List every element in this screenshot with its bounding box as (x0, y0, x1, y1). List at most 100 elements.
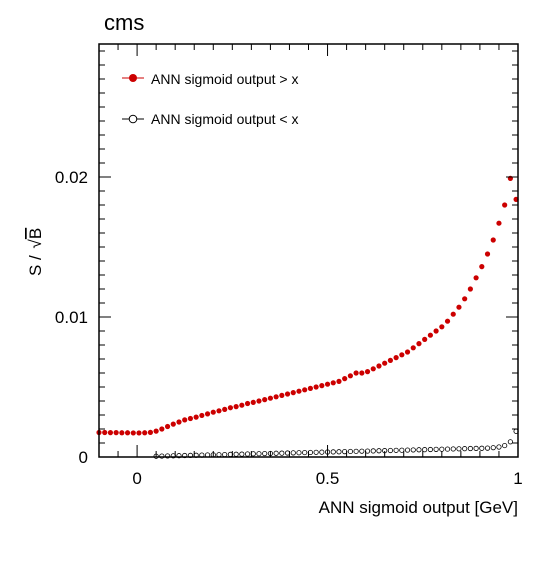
point-less (296, 450, 302, 456)
legend-marker-less (128, 114, 138, 124)
point-greater (222, 406, 228, 412)
series-greater-marks (96, 175, 519, 436)
point-greater (336, 378, 342, 384)
point-greater (182, 417, 188, 423)
point-greater (496, 220, 502, 226)
point-greater (284, 391, 291, 397)
point-greater (353, 370, 359, 376)
point-greater (462, 296, 468, 302)
point-less (273, 450, 279, 456)
x-axis-ticks: 0 0.5 1 (98, 44, 523, 488)
y-axis-label-radicand: B (26, 228, 45, 239)
legend: ANN sigmoid output > x ANN sigmoid outpu… (122, 71, 298, 127)
point-greater (136, 430, 142, 436)
point-less (467, 445, 473, 452)
point-less (370, 448, 376, 454)
point-greater (473, 275, 479, 281)
point-less (347, 448, 353, 455)
point-greater (227, 405, 234, 411)
point-greater (290, 390, 296, 396)
point-greater (319, 383, 325, 389)
x-tick-label: 0.5 (316, 469, 340, 488)
point-greater (107, 430, 114, 436)
legend-entry-greater: ANN sigmoid output > x (122, 71, 298, 87)
point-less (450, 446, 456, 452)
point-less (502, 442, 508, 449)
point-greater (273, 394, 279, 400)
point-less (302, 449, 308, 456)
point-greater (376, 363, 382, 369)
point-greater (142, 430, 148, 436)
legend-label-less: ANN sigmoid output < x (151, 111, 298, 127)
point-greater (102, 429, 108, 436)
point-less (387, 447, 393, 454)
point-greater (450, 311, 456, 317)
point-less (473, 445, 479, 451)
point-greater (393, 355, 399, 361)
y-axis-ticks: 0 0.01 0.02 (55, 50, 518, 467)
y-tick-label: 0.01 (55, 308, 88, 327)
point-greater (187, 415, 194, 422)
point-greater (216, 408, 222, 414)
point-less (427, 446, 433, 453)
point-greater (479, 264, 485, 270)
point-greater (404, 349, 411, 355)
point-less (507, 439, 513, 445)
plot-frame (98, 43, 519, 458)
point-greater (416, 341, 422, 347)
point-less (490, 445, 496, 451)
y-axis-label-prefix: S / (26, 250, 45, 276)
point-greater (490, 237, 496, 243)
point-less (422, 447, 428, 453)
point-greater (484, 251, 491, 257)
point-greater (387, 357, 393, 363)
point-greater (244, 400, 251, 407)
svg-text:S / √B: S / √B (26, 228, 45, 276)
point-less (433, 446, 439, 452)
point-greater (342, 376, 348, 382)
point-less (410, 447, 416, 453)
legend-marker-greater (129, 74, 137, 82)
point-greater (313, 384, 319, 390)
point-greater (279, 392, 285, 398)
point-greater (422, 336, 428, 342)
point-greater (433, 328, 439, 334)
point-greater (307, 385, 314, 391)
point-less (256, 451, 262, 457)
point-greater (370, 366, 376, 372)
legend-entry-less: ANN sigmoid output < x (122, 111, 298, 127)
point-greater (330, 380, 336, 386)
point-less (359, 448, 365, 454)
point-less (456, 446, 462, 452)
point-less (244, 451, 251, 457)
legend-label-greater: ANN sigmoid output > x (151, 71, 298, 87)
point-greater (176, 419, 182, 425)
point-greater (359, 370, 365, 376)
point-greater (130, 430, 136, 436)
point-greater (267, 395, 274, 401)
point-less (239, 451, 245, 457)
x-tick-label: 1 (513, 469, 522, 488)
point-greater (410, 345, 416, 351)
point-greater (467, 286, 473, 292)
point-greater (193, 414, 199, 420)
point-less (376, 448, 382, 454)
point-greater (427, 332, 433, 338)
series-less-marks (153, 428, 519, 459)
point-greater (199, 412, 205, 419)
point-greater (302, 387, 308, 393)
point-greater (456, 304, 462, 310)
point-less (404, 447, 411, 453)
point-greater (233, 404, 239, 410)
point-greater (256, 398, 262, 404)
point-less (462, 446, 468, 452)
point-less (233, 451, 239, 457)
x-tick-label: 0 (132, 469, 141, 488)
point-less (336, 449, 342, 455)
point-less (444, 446, 451, 452)
point-greater (119, 430, 125, 436)
point-greater (239, 402, 245, 408)
point-less (439, 446, 445, 452)
point-less (319, 449, 325, 455)
